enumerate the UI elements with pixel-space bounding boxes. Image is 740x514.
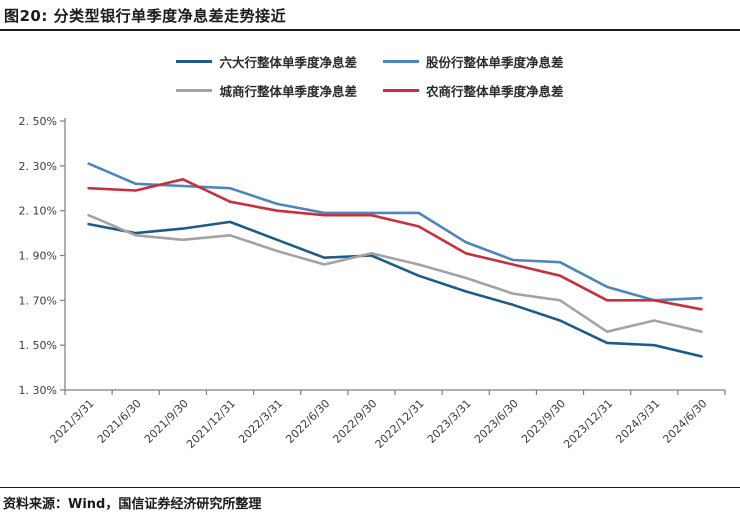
legend-label: 股份行整体单季度净息差 [426, 55, 564, 70]
y-tick-label: 2. 50% [19, 115, 57, 128]
y-tick-label: 1. 50% [19, 339, 57, 352]
legend-line-marker [176, 89, 213, 92]
legend-item-1: 股份行整体单季度净息差 [383, 52, 564, 71]
y-tick-label: 1. 70% [19, 294, 57, 307]
y-tick-label: 1. 90% [19, 250, 57, 263]
legend-item-2: 城商行整体单季度净息差 [176, 81, 357, 100]
title-divider [0, 29, 740, 31]
y-tick-label: 2. 30% [19, 160, 57, 173]
legend-item-3: 农商行整体单季度净息差 [383, 81, 564, 100]
legend-grid: 六大行整体单季度净息差 股份行整体单季度净息差城商行整体单季度净息差 农商行整体单季… [176, 52, 564, 100]
x-tick-label: 2023/6/30 [472, 397, 521, 446]
x-tick-label: 2021/6/30 [95, 397, 144, 446]
figure-title: 图20: 分类型银行单季度净息差走势接近 [4, 7, 287, 25]
x-tick-label: 2022/6/30 [283, 397, 332, 446]
footer-divider [0, 487, 740, 488]
legend-line-marker [383, 60, 419, 63]
legend-line-marker [383, 89, 419, 92]
x-tick-label: 2022/9/30 [330, 397, 379, 446]
x-tick-label: 2023/9/30 [519, 397, 568, 446]
x-tick-label: 2022/12/31 [373, 397, 427, 451]
x-tick-label: 2021/3/31 [48, 397, 97, 446]
legend-label: 六大行整体单季度净息差 [219, 55, 357, 70]
legend-item-0: 六大行整体单季度净息差 [176, 52, 357, 71]
x-tick-label: 2023/12/31 [561, 397, 615, 451]
x-tick-label: 2024/3/31 [613, 397, 662, 446]
legend-line-marker [176, 60, 213, 63]
series-line-3 [87, 178, 703, 311]
series-line-1 [87, 162, 703, 302]
series-line-2 [87, 213, 703, 334]
y-tick-label: 2. 10% [19, 205, 57, 218]
x-tick-label: 2021/9/30 [142, 397, 191, 446]
series-line-0 [87, 220, 703, 358]
x-tick-label: 2024/6/30 [660, 397, 709, 446]
x-tick-label: 2023/3/31 [425, 397, 474, 446]
chart-legend: 六大行整体单季度净息差 股份行整体单季度净息差城商行整体单季度净息差 农商行整体单季… [0, 52, 740, 100]
y-tick-label: 1. 30% [19, 384, 57, 397]
x-tick-label: 2021/12/31 [184, 397, 238, 451]
x-tick-label: 2022/3/31 [236, 397, 285, 446]
legend-label: 城商行整体单季度净息差 [219, 84, 357, 99]
legend-label: 农商行整体单季度净息差 [426, 84, 564, 99]
source-note: 资料来源：Wind，国信证券经济研究所整理 [3, 497, 262, 512]
